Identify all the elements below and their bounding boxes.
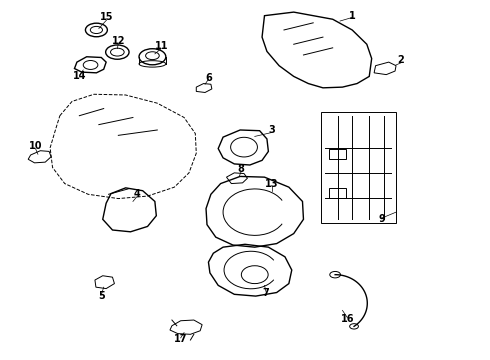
Text: 4: 4 bbox=[133, 189, 140, 199]
Text: 15: 15 bbox=[100, 13, 113, 22]
Text: 6: 6 bbox=[205, 73, 212, 83]
Text: 2: 2 bbox=[397, 55, 404, 65]
Text: 10: 10 bbox=[29, 141, 42, 151]
Text: 5: 5 bbox=[98, 291, 105, 301]
Text: 16: 16 bbox=[341, 314, 354, 324]
Bar bbox=[329, 149, 346, 158]
Text: 13: 13 bbox=[265, 179, 278, 189]
Text: 17: 17 bbox=[174, 334, 188, 344]
Text: 1: 1 bbox=[349, 11, 356, 21]
Text: 11: 11 bbox=[154, 41, 168, 51]
Text: 3: 3 bbox=[269, 125, 275, 135]
Bar bbox=[329, 188, 346, 198]
Text: 12: 12 bbox=[112, 36, 125, 46]
Text: 8: 8 bbox=[238, 164, 245, 174]
Bar bbox=[320, 112, 396, 223]
Text: 7: 7 bbox=[263, 288, 270, 297]
Text: 9: 9 bbox=[378, 214, 385, 224]
Text: 14: 14 bbox=[73, 71, 86, 81]
